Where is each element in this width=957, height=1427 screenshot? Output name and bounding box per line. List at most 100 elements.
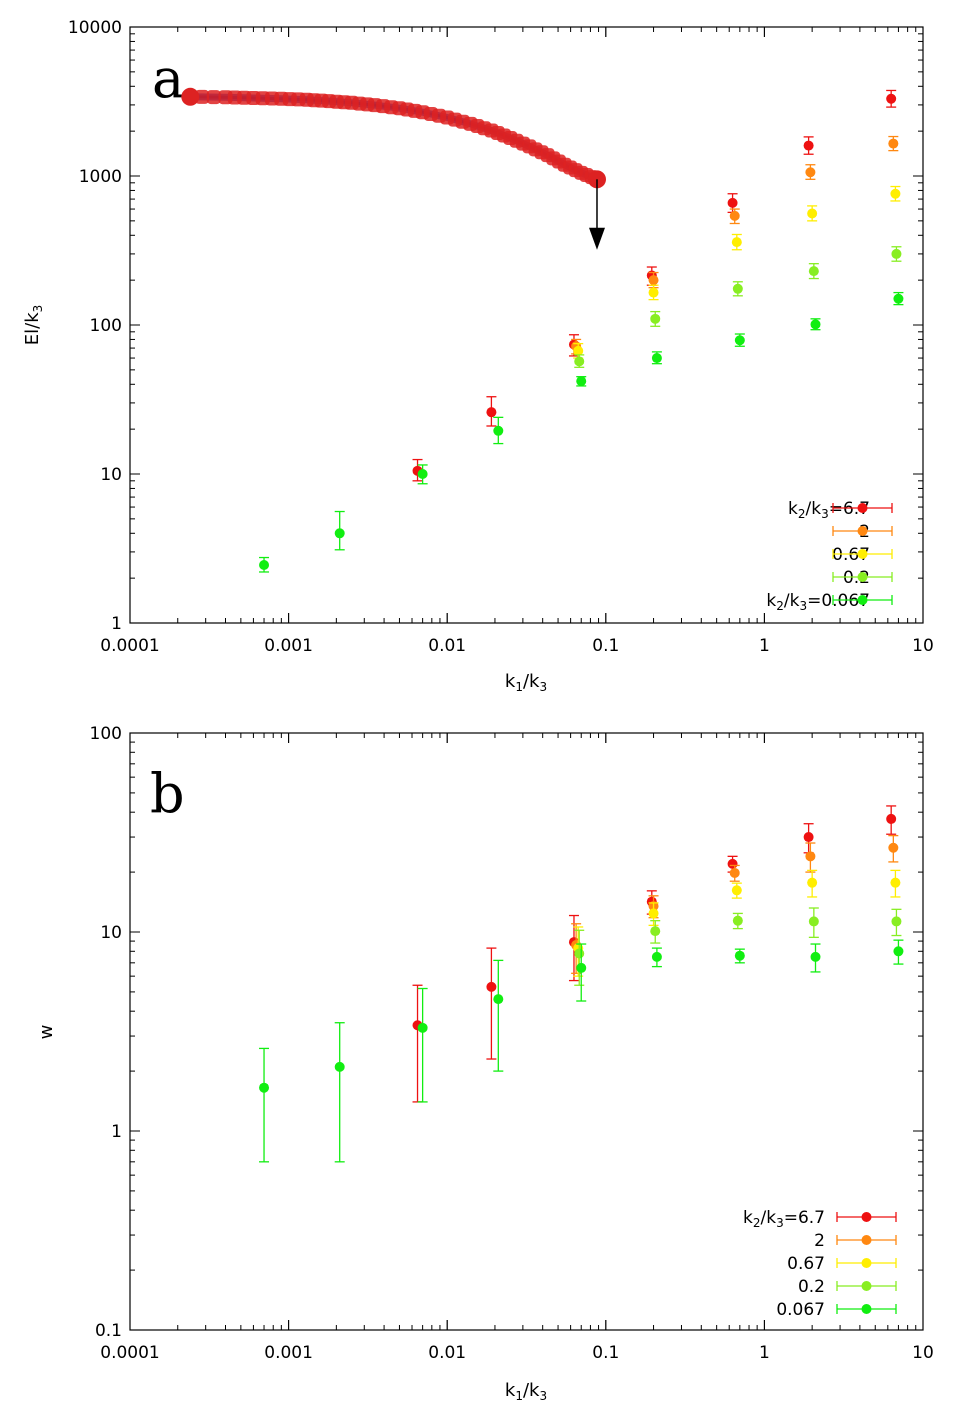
panel-a-ticks	[129, 26, 924, 624]
data-point	[417, 1022, 428, 1033]
panel-b-letter: b	[150, 762, 185, 825]
data-point	[805, 167, 816, 178]
data-point	[731, 885, 742, 896]
panel-a-y-axis-label: El/k3	[22, 305, 45, 346]
panel-a-legend-marker	[857, 572, 868, 582]
panel-b-legend-label: 2	[814, 1231, 825, 1251]
data-point	[650, 926, 661, 937]
data-point	[334, 528, 345, 539]
panel-a-x-tick-label: 0.1	[592, 636, 619, 656]
panel-a-series-k-4	[259, 291, 904, 573]
data-point	[729, 210, 740, 221]
panel-a-series-group	[259, 89, 904, 573]
data-point	[648, 908, 659, 919]
legend-label-part: 3	[799, 599, 807, 613]
panel-a-x-tick-label: 0.01	[428, 636, 466, 656]
legend-label-part: /k	[761, 1208, 777, 1228]
legend-label-part: 2	[814, 1231, 825, 1251]
x-axis-label-mid: /k	[523, 1380, 540, 1401]
data-point	[810, 951, 821, 962]
data-point	[486, 981, 497, 992]
legend-label-part: 2	[798, 507, 806, 521]
panel-b-x-tick-label: 1	[759, 1343, 770, 1363]
legend-label-part: k	[743, 1208, 753, 1228]
x-axis-label-sub1: 1	[515, 1389, 523, 1403]
legend-label-part: 0.067	[776, 1300, 825, 1320]
panel-b-series-02-3	[574, 907, 902, 986]
panel-a-y-tick-label: 1	[111, 614, 122, 634]
data-point	[651, 353, 662, 364]
legend-label-part: =6.7	[784, 1208, 825, 1228]
panel-b-legend-marker	[861, 1281, 872, 1291]
data-point	[886, 93, 897, 104]
panel-a-y-tick-label: 10	[100, 465, 122, 485]
panel-b-legend-label: k2/k3=6.7	[743, 1208, 825, 1230]
legend-label-part: 0.2	[798, 1277, 825, 1297]
data-point	[573, 345, 584, 356]
data-point	[734, 335, 745, 346]
data-point	[486, 407, 497, 418]
panel-a-curve-group	[181, 87, 606, 250]
data-point	[334, 1061, 345, 1072]
panel-a-x-tick-label: 10	[912, 636, 934, 656]
data-point	[893, 293, 904, 304]
panel-a-legend-label: k2/k3=6.7	[788, 499, 870, 521]
plot-a-frame	[129, 26, 924, 624]
data-point	[648, 275, 659, 286]
data-point	[732, 283, 743, 294]
curve-marker	[206, 90, 221, 105]
legend-label-part: /k	[784, 591, 800, 611]
panel-a-legend-marker	[857, 526, 868, 536]
panel-a-y-tick-label: 10000	[68, 18, 122, 38]
data-point	[259, 560, 270, 571]
data-point	[731, 237, 742, 248]
panel-b-legend-marker	[861, 1304, 872, 1314]
data-point	[807, 208, 818, 219]
data-point	[727, 858, 738, 869]
legend-label-part: 0.67	[787, 1254, 825, 1274]
legend-label-part: 2	[753, 1216, 761, 1230]
x-axis-label-sub1: 1	[515, 680, 523, 694]
x-axis-label-sub3: 3	[539, 1389, 547, 1403]
data-point	[576, 962, 587, 973]
panel-b-x-tick-label: 0.001	[264, 1343, 313, 1363]
curve-start-marker	[181, 87, 200, 106]
data-point	[891, 248, 902, 259]
panel-a-x-tick-label: 0.0001	[100, 636, 159, 656]
data-point	[888, 138, 899, 149]
data-point	[890, 188, 901, 199]
data-point	[493, 994, 504, 1005]
data-point	[417, 469, 428, 479]
legend-label-part: k	[788, 499, 798, 519]
panel-b-legend-label: 0.67	[787, 1254, 825, 1274]
panel-b-y-axis-label: w	[36, 1025, 57, 1040]
data-point	[729, 867, 740, 878]
data-point	[810, 319, 821, 330]
panel-a-legend-marker	[857, 503, 868, 513]
data-point	[734, 950, 745, 961]
panel-b-y-tick-label: 10	[100, 923, 122, 943]
data-point	[808, 266, 819, 277]
panel-b-legend-marker	[861, 1235, 872, 1245]
panel-b-legend-marker	[861, 1212, 872, 1222]
panel-b-series-group	[259, 805, 904, 1163]
data-point	[886, 813, 897, 824]
panel-a-legend-marker	[857, 595, 868, 605]
panel-a-y-tick-labels: 1 10 100 1000 10000	[68, 18, 122, 634]
panel-b-y-tick-label: 0.1	[95, 1321, 122, 1341]
panel-b-legend-label: 0.067	[776, 1300, 825, 1320]
panel-b-legend-label: 0.2	[798, 1277, 825, 1297]
data-point	[803, 832, 814, 843]
panel-b-x-axis-label: k1/k3	[505, 1380, 547, 1403]
panel-a-legend-label: k2/k3=0.067	[766, 591, 870, 613]
data-point	[574, 948, 585, 959]
data-point	[893, 946, 904, 957]
panel-b-x-tick-label: 0.01	[428, 1343, 466, 1363]
data-point	[805, 851, 816, 862]
data-point	[890, 877, 901, 888]
panel-a-letter: a	[152, 47, 184, 110]
panel-a-y-tick-label: 100	[90, 316, 122, 336]
data-point	[807, 877, 818, 888]
